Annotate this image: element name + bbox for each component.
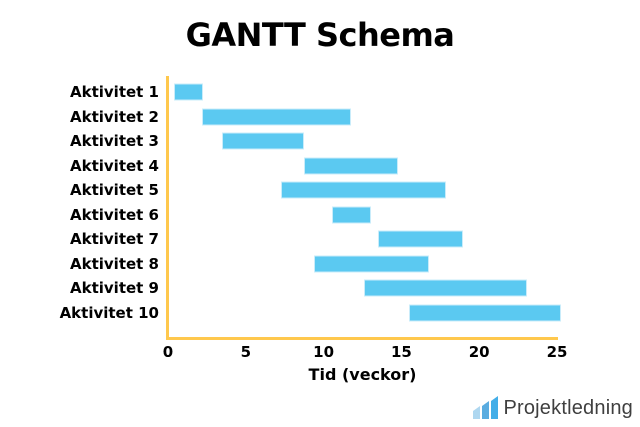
gantt-bar bbox=[281, 181, 446, 199]
x-axis-ticks: 0 5 10 15 20 25 bbox=[163, 343, 568, 361]
gantt-rows: Aktivitet 1 Aktivitet 2 Aktivitet 3 Aktivit… bbox=[60, 80, 562, 326]
gantt-row: Aktivitet 9 bbox=[70, 276, 558, 301]
gantt-row: Aktivitet 1 bbox=[70, 80, 558, 105]
brand-name: Projektledning bbox=[503, 396, 633, 419]
x-axis-tick-label: 20 bbox=[468, 343, 490, 361]
gantt-row: Aktivitet 8 bbox=[70, 252, 558, 277]
bar-chart-logo-icon bbox=[473, 396, 499, 419]
x-axis-tick-label: 25 bbox=[546, 343, 568, 361]
y-axis-label: Aktivitet 7 bbox=[70, 230, 159, 249]
y-axis-label: Aktivitet 1 bbox=[70, 83, 159, 102]
gantt-row: Aktivitet 4 bbox=[70, 154, 558, 179]
gantt-bar bbox=[363, 279, 527, 297]
x-axis-tick-label: 5 bbox=[240, 343, 252, 361]
gantt-row: Aktivitet 3 bbox=[70, 129, 558, 154]
y-axis-label: Aktivitet 2 bbox=[70, 107, 159, 126]
gantt-row: Aktivitet 5 bbox=[70, 178, 558, 203]
x-axis-tick-label: 10 bbox=[313, 343, 335, 361]
plot-area: Aktivitet 1 Aktivitet 2 Aktivitet 3 Aktivit… bbox=[60, 76, 562, 340]
x-axis-title: Tid (veckor) bbox=[308, 365, 417, 384]
gantt-bar bbox=[313, 255, 429, 273]
y-axis-label: Aktivitet 6 bbox=[70, 205, 159, 224]
chart-title: GANTT Schema bbox=[185, 16, 455, 54]
gantt-row: Aktivitet 7 bbox=[70, 227, 558, 252]
gantt-bar bbox=[201, 108, 352, 126]
gantt-bar bbox=[173, 83, 204, 101]
y-axis-label: Aktivitet 5 bbox=[70, 181, 159, 200]
gantt-bar bbox=[408, 304, 562, 322]
y-axis-label: Aktivitet 8 bbox=[70, 254, 159, 273]
brand-logo: Projektledning bbox=[473, 395, 633, 421]
gantt-bar bbox=[377, 230, 464, 248]
gantt-bar bbox=[304, 157, 398, 175]
gantt-bar bbox=[221, 132, 305, 150]
gantt-row: Aktivitet 2 bbox=[70, 105, 558, 130]
y-axis-label: Aktivitet 4 bbox=[70, 156, 159, 175]
y-axis-label: Aktivitet 3 bbox=[70, 132, 159, 151]
gantt-bar bbox=[332, 206, 372, 224]
y-axis-label: Aktivitet 10 bbox=[59, 303, 159, 322]
y-axis-label: Aktivitet 9 bbox=[70, 279, 159, 298]
gantt-row: Aktivitet 10 bbox=[60, 301, 562, 326]
x-axis-tick-label: 0 bbox=[162, 343, 174, 361]
gantt-row: Aktivitet 6 bbox=[70, 203, 558, 228]
x-axis-tick-label: 15 bbox=[390, 343, 412, 361]
